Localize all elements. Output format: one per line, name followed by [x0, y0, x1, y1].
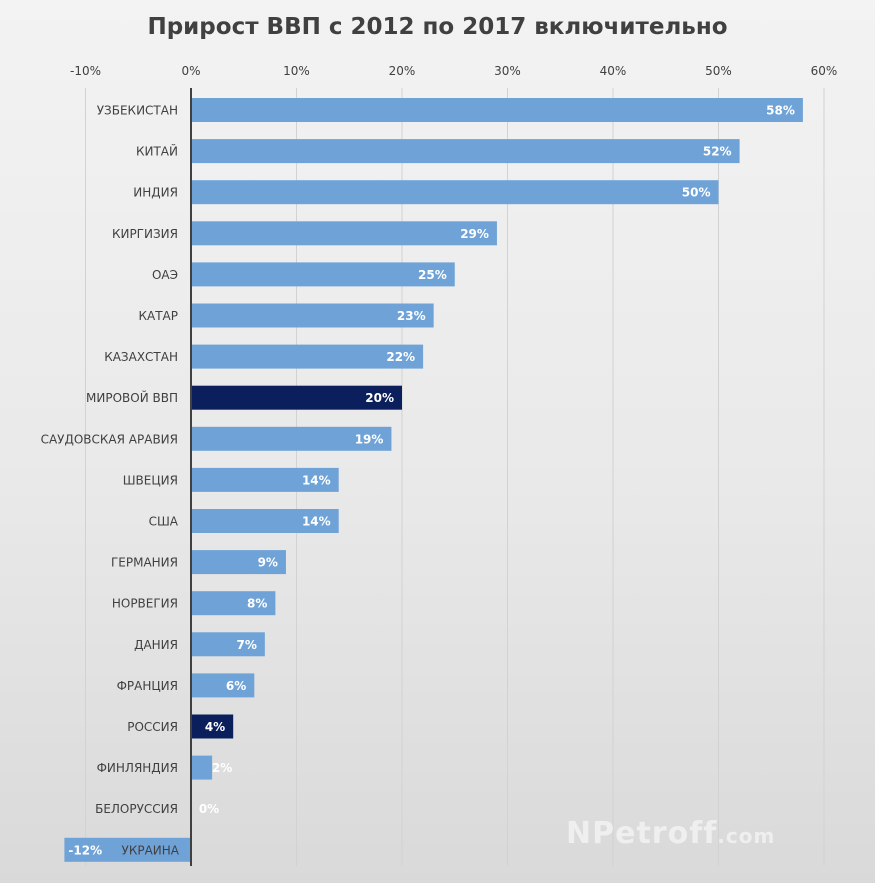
data-label: 25%	[418, 268, 447, 282]
bar	[191, 426, 392, 451]
data-label: 22%	[386, 350, 415, 364]
bar	[191, 139, 740, 164]
category-label: КАЗАХСТАН	[104, 350, 178, 364]
x-tick-label: 20%	[389, 64, 416, 78]
bar	[191, 632, 265, 657]
data-label: 6%	[226, 679, 246, 693]
chart-title: Прирост ВВП с 2012 по 2017 включительно	[147, 14, 728, 40]
x-tick-label: 40%	[600, 64, 627, 78]
category-label: ДАНИЯ	[134, 638, 178, 652]
watermark: NPetroff.com	[566, 816, 775, 851]
data-label: 2%	[212, 761, 232, 775]
category-label: УКРАИНА	[122, 843, 180, 857]
category-label: УЗБЕКИСТАН	[97, 104, 178, 118]
data-label: 0%	[199, 802, 219, 816]
category-label: КАТАР	[138, 309, 178, 323]
data-label: 58%	[766, 104, 795, 118]
bar	[191, 344, 424, 369]
x-tick-label: 50%	[705, 64, 732, 78]
data-label: 23%	[397, 309, 426, 323]
x-tick-label: 0%	[181, 64, 200, 78]
watermark-suffix: .com	[717, 824, 776, 848]
data-label: 50%	[682, 186, 711, 200]
bar	[191, 550, 286, 575]
x-tick-label: 10%	[283, 64, 310, 78]
bar	[191, 509, 339, 533]
category-label: НОРВЕГИЯ	[112, 597, 178, 611]
data-label: 52%	[703, 145, 732, 159]
data-label: 14%	[302, 515, 331, 529]
data-label: 4%	[205, 720, 225, 734]
data-label: 19%	[355, 432, 384, 446]
category-label: ИНДИЯ	[133, 186, 178, 200]
bar	[191, 98, 803, 122]
category-label: РОССИЯ	[127, 720, 178, 734]
bar	[191, 714, 234, 739]
category-label: ФРАНЦИЯ	[117, 679, 178, 693]
category-label: КИТАЙ	[136, 144, 178, 159]
bar	[64, 837, 191, 862]
bar	[191, 673, 255, 698]
category-label: ШВЕЦИЯ	[123, 473, 178, 487]
category-label: САУДОВСКАЯ АРАВИЯ	[41, 432, 178, 446]
category-label: США	[149, 515, 179, 529]
bar	[191, 262, 455, 287]
x-tick-label: 60%	[811, 64, 838, 78]
data-label: 7%	[236, 638, 256, 652]
x-tick-label: 30%	[494, 64, 521, 78]
data-label: 9%	[258, 556, 278, 570]
bar	[191, 385, 402, 410]
x-tick-label: -10%	[70, 64, 101, 78]
data-label: 29%	[460, 227, 489, 241]
category-label: ФИНЛЯНДИЯ	[97, 761, 178, 775]
bar	[191, 467, 339, 492]
category-label: МИРОВОЙ ВВП	[86, 390, 178, 405]
bar	[191, 303, 434, 328]
data-label: 20%	[365, 391, 394, 405]
watermark-text: NPetroff	[566, 816, 718, 851]
bar	[191, 221, 497, 246]
bar	[191, 755, 213, 780]
data-label: -12%	[68, 843, 102, 857]
data-label: 8%	[247, 597, 267, 611]
category-label: ОАЭ	[152, 268, 178, 282]
category-label: ГЕРМАНИЯ	[111, 556, 178, 570]
bar	[191, 591, 276, 616]
bar	[191, 180, 719, 205]
category-label: БЕЛОРУССИЯ	[95, 802, 178, 816]
category-label: КИРГИЗИЯ	[112, 227, 178, 241]
data-label: 14%	[302, 473, 331, 487]
